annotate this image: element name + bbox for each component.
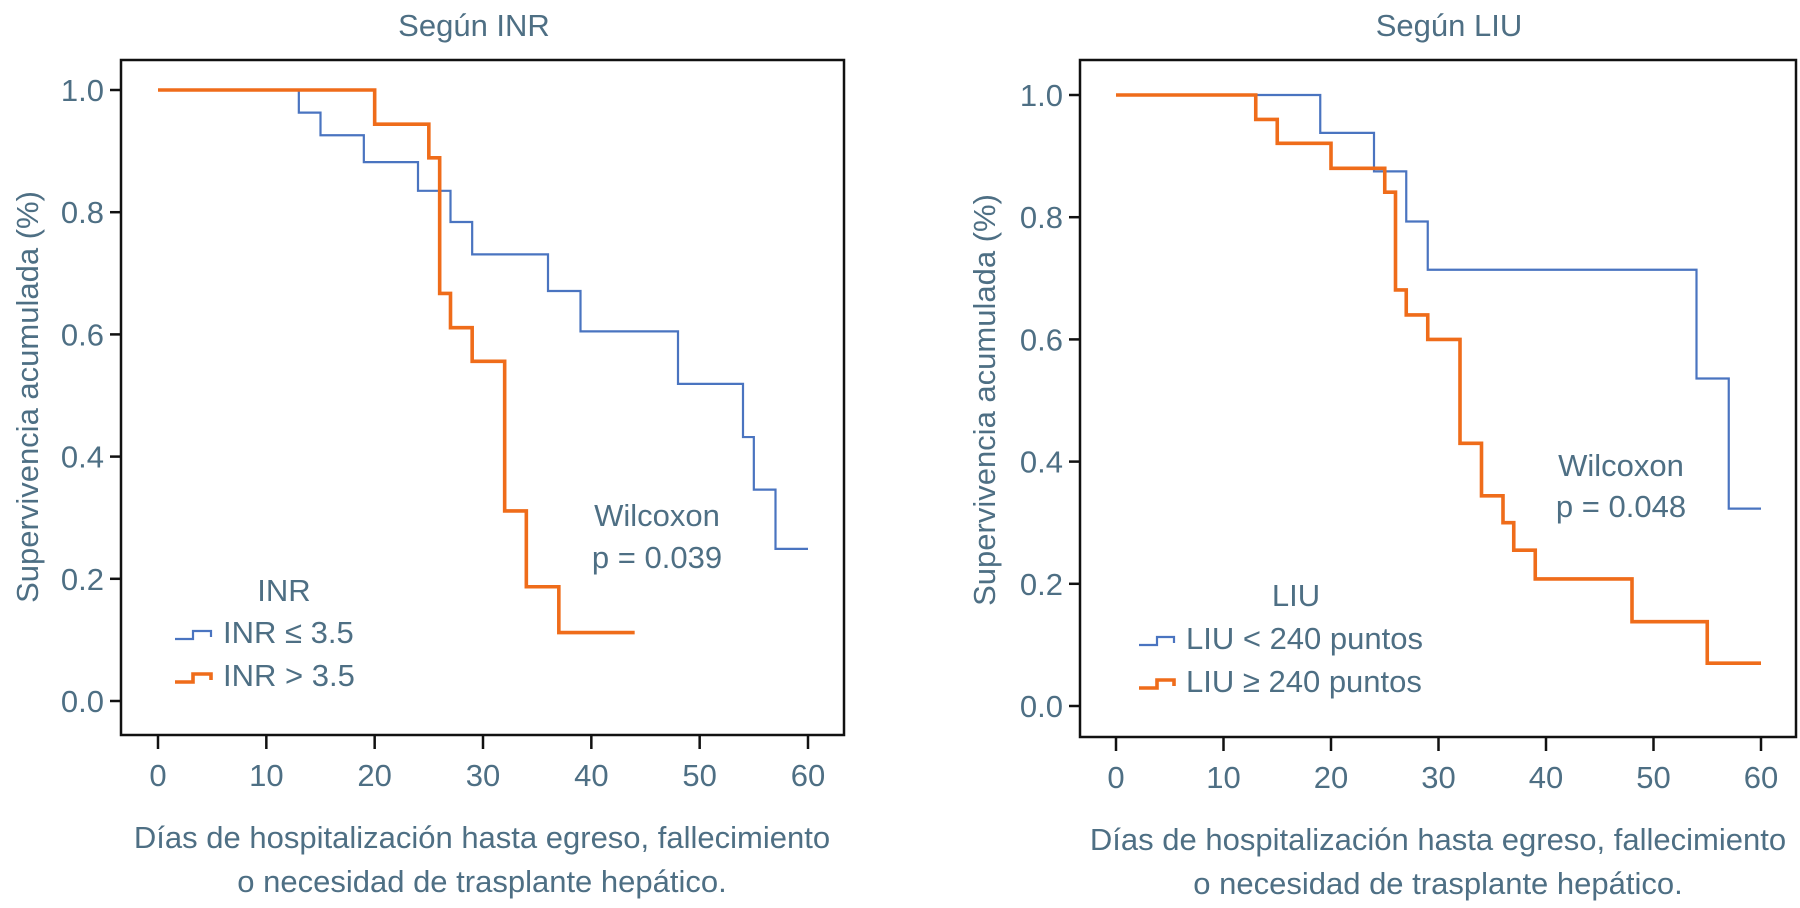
y-tick-label: 0.8	[1020, 200, 1063, 235]
x-axis: 0 10 20 30 40 50 60	[149, 735, 825, 793]
x-tick-label: 10	[1206, 760, 1240, 795]
x-tick-label: 60	[791, 758, 825, 793]
y-axis: 0.0 0.2 0.4 0.6 0.8 1.0	[1020, 78, 1080, 724]
y-axis-label: Supervivencia acumulada (%)	[967, 194, 1002, 606]
legend-item-inr-gt-3.5: INR > 3.5	[175, 658, 355, 693]
x-tick-label: 40	[1529, 760, 1563, 795]
chart-title: Según INR	[398, 8, 550, 43]
x-tick-label: 30	[466, 758, 500, 793]
x-tick-label: 0	[149, 758, 166, 793]
legend-step-icon	[1139, 678, 1176, 690]
legend-item-inr-le-3.5: INR ≤ 3.5	[175, 615, 354, 650]
x-axis-label-line-2: o necesidad de trasplante hepático.	[237, 864, 726, 899]
legend-step-icon	[175, 629, 213, 641]
chart-title: Según LIU	[1376, 8, 1523, 43]
x-tick-label: 50	[1636, 760, 1670, 795]
y-tick-label: 0.0	[61, 684, 104, 719]
y-tick-label: 0.2	[1020, 567, 1063, 602]
x-tick-label: 20	[357, 758, 391, 793]
legend-step-icon	[175, 672, 213, 684]
legend-label: LIU ≥ 240 puntos	[1186, 664, 1422, 699]
legend-title: LIU	[1272, 578, 1320, 613]
x-axis-label-line-2: o necesidad de trasplante hepático.	[1193, 866, 1682, 901]
x-axis-label-line-1: Días de hospitalización hasta egreso, fa…	[134, 820, 830, 855]
y-tick-label: 0.6	[1020, 322, 1063, 357]
x-axis: 0 10 20 30 40 50 60	[1107, 737, 1778, 795]
x-tick-label: 30	[1421, 760, 1455, 795]
y-axis-label: Supervivencia acumulada (%)	[10, 191, 45, 603]
x-tick-label: 60	[1744, 760, 1778, 795]
y-axis: 0.0 0.2 0.4 0.6 0.8 1.0	[61, 73, 121, 719]
wilcoxon-label: Wilcoxon	[1558, 448, 1684, 483]
x-tick-label: 0	[1107, 760, 1124, 795]
series-layer	[1116, 93, 1761, 666]
p-value-label: p = 0.039	[592, 540, 722, 575]
x-axis-label-line-1: Días de hospitalización hasta egreso, fa…	[1090, 822, 1786, 857]
legend-step-icon	[1139, 635, 1176, 647]
x-tick-label: 40	[574, 758, 608, 793]
legend-label: LIU < 240 puntos	[1186, 621, 1423, 656]
chart-panel-inr: Según INR 0.0 0.2 0.4 0.6 0.8 1.0 0 10 20 30 40 50…	[10, 8, 846, 899]
y-tick-label: 0.4	[1020, 445, 1063, 480]
series-layer	[158, 88, 808, 635]
survival-curve-blue	[158, 88, 808, 550]
survival-curve-orange	[1116, 93, 1761, 666]
y-tick-label: 0.4	[61, 440, 104, 475]
legend-item-liu-ge-240: LIU ≥ 240 puntos	[1139, 664, 1422, 699]
legend-item-liu-lt-240: LIU < 240 puntos	[1139, 621, 1423, 656]
wilcoxon-label: Wilcoxon	[594, 498, 720, 533]
x-tick-label: 10	[249, 758, 283, 793]
y-tick-label: 0.2	[61, 562, 104, 597]
y-tick-label: 0.8	[61, 195, 104, 230]
p-value-label: p = 0.048	[1556, 489, 1686, 524]
x-tick-label: 20	[1314, 760, 1348, 795]
legend-title: INR	[257, 573, 310, 608]
y-tick-label: 1.0	[61, 73, 104, 108]
y-tick-label: 0.0	[1020, 689, 1063, 724]
chart-panel-liu: Según LIU 0.0 0.2 0.4 0.6 0.8 1.0 0 10 20 30 40 50…	[967, 8, 1798, 901]
survival-curve-orange	[158, 88, 635, 635]
legend-label: INR ≤ 3.5	[223, 615, 354, 650]
y-tick-label: 1.0	[1020, 78, 1063, 113]
y-tick-label: 0.6	[61, 317, 104, 352]
legend-label: INR > 3.5	[223, 658, 355, 693]
x-tick-label: 50	[682, 758, 716, 793]
survival-curve-blue	[1116, 93, 1761, 510]
